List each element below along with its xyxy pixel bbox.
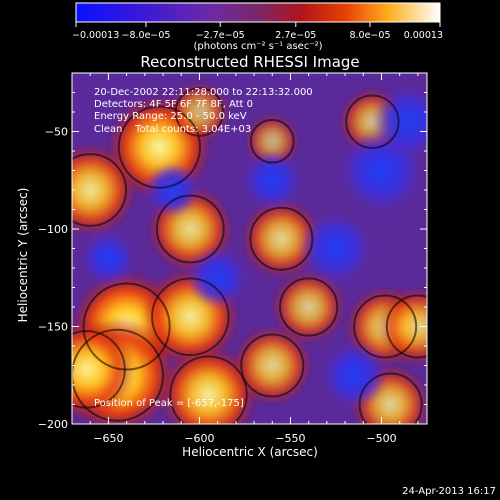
colorbar-tick-label: −8.0e−05 [122, 30, 171, 41]
heatmap-image [72, 73, 427, 424]
contour-line [249, 206, 314, 271]
date-stamp: 24-Apr-2013 16:17 [402, 486, 496, 497]
x-tick-label: −600 [184, 432, 214, 445]
x-tick-label: −500 [366, 432, 396, 445]
contour-line [82, 282, 171, 371]
colorbar-ticks [75, 22, 441, 27]
contour-line [279, 277, 339, 337]
colorbar-tick-label: −2.7e−05 [196, 30, 245, 41]
colorbar-tick-label: 0.00013 [404, 30, 443, 41]
y-tick-label: −50 [45, 126, 68, 139]
emission-blob [168, 81, 230, 143]
contour-line [240, 333, 305, 398]
x-tick-label: −550 [275, 432, 305, 445]
negative-blob [320, 341, 388, 409]
counts-annotation: Clean Total counts: 3.04E+03 [94, 124, 251, 135]
contour-line [385, 294, 427, 359]
colorbar-units: (photons cm⁻² s⁻¹ asec⁻²) [193, 41, 322, 52]
observation-info: 20-Dec-2002 22:11:28.000 to 22:13:32.000… [94, 87, 313, 135]
contour-line [155, 194, 225, 264]
energy-range-annotation: Energy Range: 25.0 - 50.0 keV [94, 111, 247, 122]
colorbar-tick-label: −0.00013 [72, 30, 119, 41]
y-tick-label: −200 [38, 418, 68, 431]
colorbar-tick-labels: −0.00013 −8.0e−05 −2.7e−05 2.7e−05 8.0e−05 0.… [72, 30, 443, 41]
colorbar-tick-label: 8.0e−05 [349, 30, 390, 41]
peak-position-annotation: Position of Peak = [-657,-175] [94, 398, 244, 409]
x-axis-label: Heliocentric X (arcsec) [182, 445, 318, 459]
contour-line [353, 294, 418, 359]
contour-line [169, 355, 248, 424]
negative-blob [187, 247, 249, 309]
colorbar-tick-label: 2.7e−05 [275, 30, 316, 41]
y-tick-label: −100 [38, 223, 68, 236]
y-tick-label: −150 [38, 321, 68, 334]
contour-line [151, 277, 230, 356]
negative-blob [241, 149, 303, 211]
y-axis-label: Heliocentric Y (arcsec) [16, 188, 30, 323]
contour-line [117, 105, 202, 189]
negative-blob [80, 230, 136, 286]
emission-blob [378, 286, 427, 367]
x-tick-label: −650 [93, 432, 123, 445]
contour-line [345, 94, 400, 149]
chart-title: Reconstructed RHESSI Image [140, 53, 359, 71]
y-axis-ticks: −50 −100 −150 −200 [38, 92, 427, 431]
contour-line [72, 330, 126, 409]
emission-blob [271, 270, 346, 344]
emission-blob [232, 325, 313, 406]
negative-blob [299, 211, 373, 286]
contour-line [358, 372, 423, 424]
contour-line [72, 153, 128, 227]
negative-blob [144, 162, 200, 218]
contour-line [174, 87, 225, 137]
detectors-annotation: Detectors: 4F 5F 6F 7F 8F, Att 0 [94, 99, 253, 110]
negative-blob [372, 85, 427, 159]
emission-blob [72, 144, 137, 236]
time-range-annotation: 20-Dec-2002 22:11:28.000 to 22:13:32.000 [94, 87, 313, 98]
contour-line [249, 118, 295, 164]
x-axis-ticks: −650 −600 −550 −500 [89, 73, 419, 445]
colorbar [75, 2, 441, 23]
